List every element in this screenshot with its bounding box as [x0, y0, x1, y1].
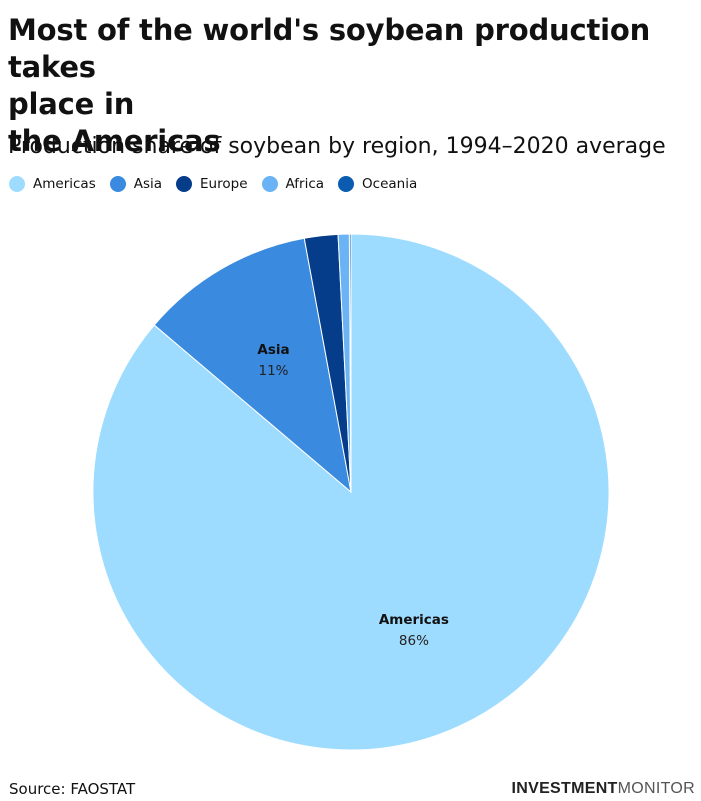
legend-swatch-europe: [176, 176, 193, 192]
legend-label-africa: Africa: [285, 176, 325, 192]
chart-title-line-1: Most of the world's soybean production t…: [8, 13, 651, 84]
legend-label-asia: Asia: [133, 176, 163, 192]
chart-title: Most of the world's soybean production t…: [8, 12, 698, 160]
brand-logo-bold: INVESTMENT: [511, 780, 618, 797]
legend-item-africa[interactable]: Africa: [261, 176, 325, 192]
chart-legend: Americas Asia Europe Africa Oceania: [9, 174, 431, 194]
brand-logo: INVESTMENTMONITOR: [512, 779, 695, 799]
data-label-name-americas: Americas: [379, 612, 449, 628]
data-label-value-asia: 11%: [258, 363, 288, 379]
legend-label-americas: Americas: [33, 176, 96, 192]
brand-logo-light: MONITOR: [617, 780, 695, 797]
legend-item-americas[interactable]: Americas: [9, 176, 96, 192]
legend-item-europe[interactable]: Europe: [176, 176, 248, 192]
data-label-name-asia: Asia: [257, 342, 289, 358]
legend-label-oceania: Oceania: [362, 176, 418, 192]
legend-item-oceania[interactable]: Oceania: [338, 176, 417, 192]
legend-label-europe: Europe: [200, 176, 248, 192]
data-label-value-americas: 86%: [399, 633, 429, 649]
pie-slice-oceania[interactable]: [348, 233, 352, 493]
legend-swatch-americas: [9, 176, 25, 192]
chart-title-line-3: the Americas: [8, 124, 221, 158]
pie-slice-asia[interactable]: [153, 237, 352, 494]
legend-swatch-oceania: [338, 176, 355, 192]
chart-subtitle: Production share of soybean by region, 1…: [8, 134, 666, 159]
chart-title-line-2: place in: [8, 87, 135, 121]
source-note: Source: FAOSTAT: [9, 780, 136, 798]
legend-item-asia[interactable]: Asia: [109, 176, 163, 192]
legend-swatch-africa: [261, 176, 278, 192]
legend-swatch-asia: [109, 176, 126, 192]
